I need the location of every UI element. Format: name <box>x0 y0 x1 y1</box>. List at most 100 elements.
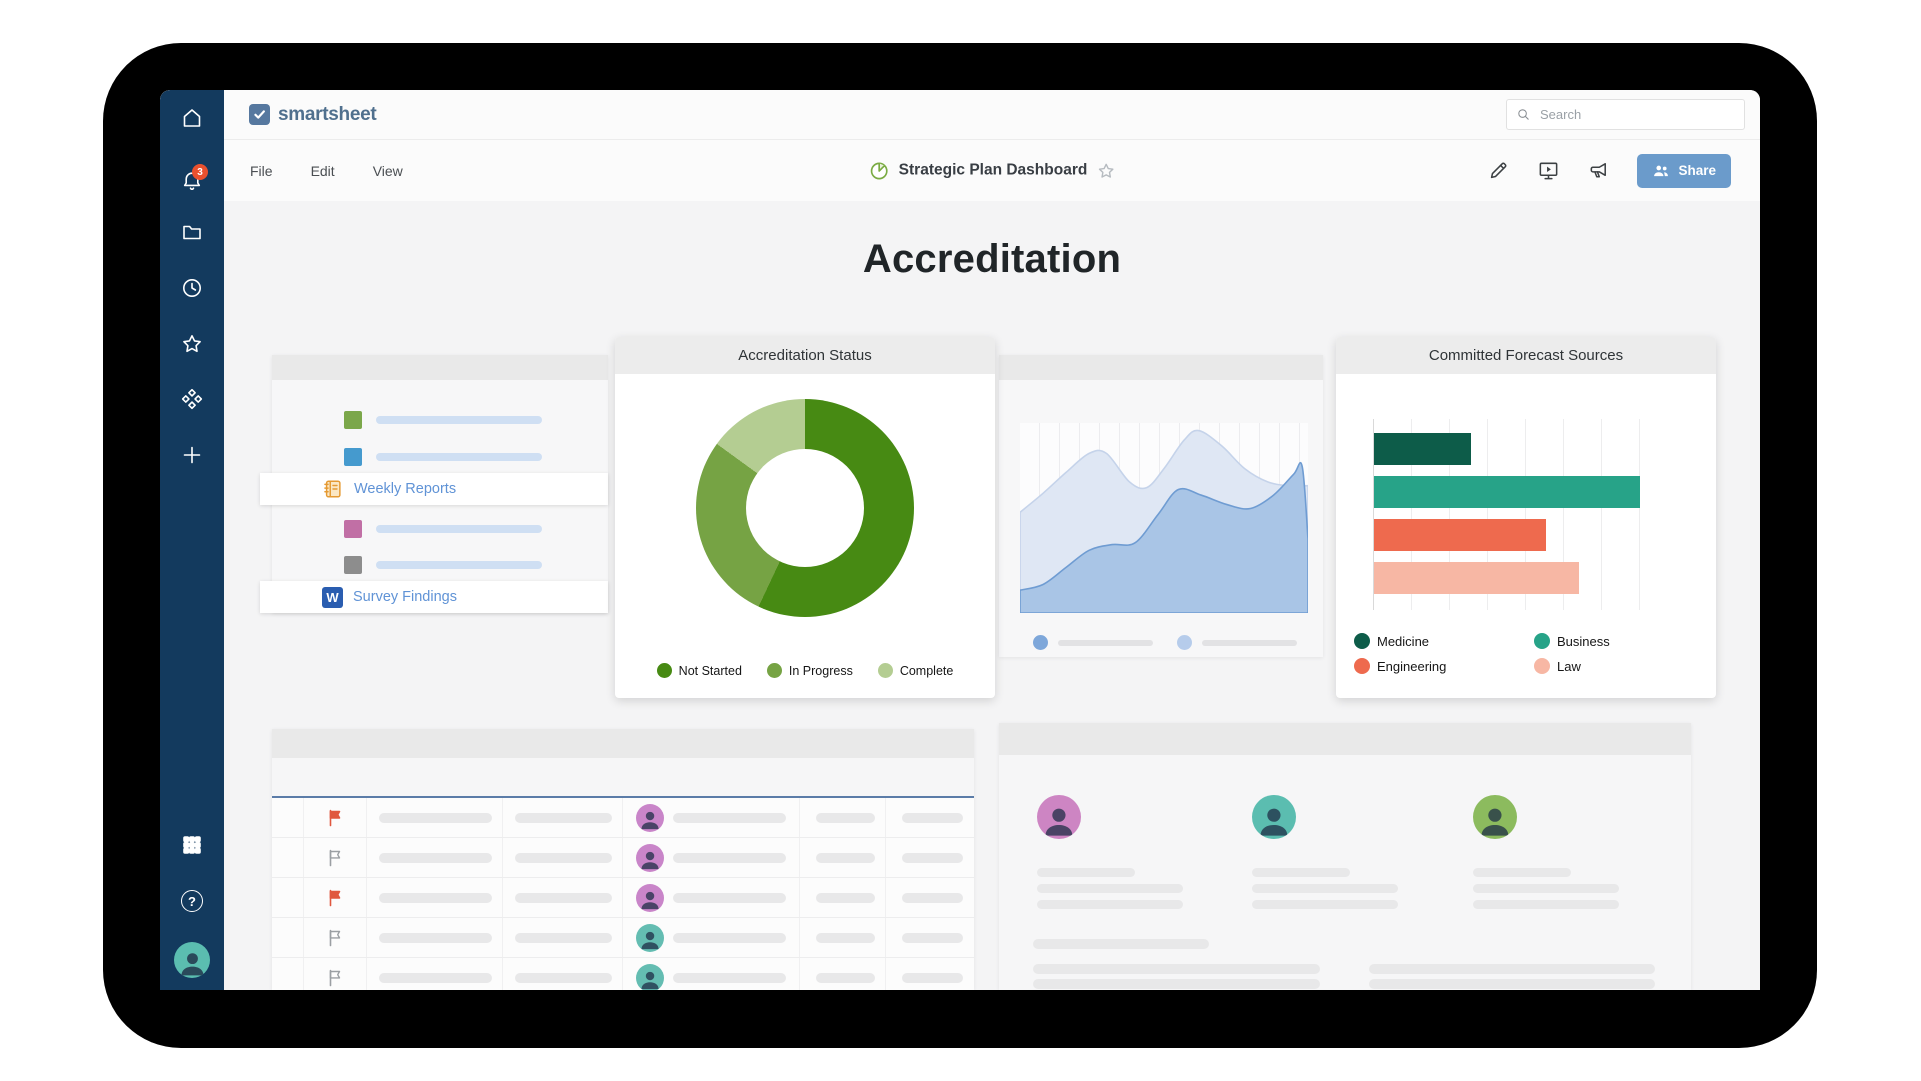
shortcut-survey-findings[interactable]: W Survey Findings <box>260 581 608 613</box>
skeleton-line <box>673 812 786 823</box>
recents-clock-icon[interactable] <box>180 276 204 300</box>
flag-cell <box>304 878 367 917</box>
skeleton-line <box>376 561 542 569</box>
table-cell <box>367 958 503 990</box>
share-button[interactable]: Share <box>1637 153 1731 188</box>
color-swatch <box>344 411 362 429</box>
skeleton-line <box>376 525 542 533</box>
bar-chart <box>1373 419 1676 610</box>
top-bar: smartsheet <box>224 90 1760 140</box>
menu-view[interactable]: View <box>372 162 403 179</box>
smartsheet-logo[interactable]: smartsheet <box>249 104 377 126</box>
skeleton-line <box>515 812 612 823</box>
table-cell <box>886 838 974 877</box>
team-profiles-widget <box>999 723 1691 990</box>
flag-icon[interactable] <box>327 889 343 907</box>
edit-pencil-icon[interactable] <box>1487 159 1510 182</box>
table-cell <box>886 798 974 837</box>
announce-megaphone-icon[interactable] <box>1587 159 1610 182</box>
profile-avatar <box>1252 795 1296 839</box>
favorites-star-icon[interactable] <box>180 332 204 356</box>
flag-cell <box>304 918 367 957</box>
word-doc-icon: W <box>322 586 343 608</box>
legend-label-skeleton <box>1058 639 1153 646</box>
legend-dot <box>1033 635 1048 650</box>
bar-business <box>1374 476 1640 508</box>
legend-label: Business <box>1557 633 1610 649</box>
present-monitor-icon[interactable] <box>1537 159 1560 182</box>
table-row[interactable] <box>272 958 974 990</box>
flag-icon[interactable] <box>327 849 343 867</box>
sheet-table-widget <box>272 729 974 990</box>
shortcut-weekly-reports[interactable]: Weekly Reports <box>260 473 608 505</box>
flag-icon[interactable] <box>327 929 343 947</box>
table-cell <box>503 958 623 990</box>
toolbar-actions: Share <box>1487 153 1760 188</box>
skeleton-line <box>1037 900 1183 909</box>
dashboard-pie-icon <box>870 162 888 179</box>
legend-label: Medicine <box>1377 633 1430 649</box>
app-launcher-grid-icon[interactable] <box>180 833 204 857</box>
menu-edit[interactable]: Edit <box>310 162 335 179</box>
table-row[interactable] <box>272 798 974 838</box>
notification-count-badge: 3 <box>192 164 208 180</box>
skeleton-line <box>1473 884 1619 893</box>
legend-dot <box>1177 635 1192 650</box>
color-swatch <box>344 556 362 574</box>
legend-dot <box>1534 658 1550 674</box>
table-cell <box>367 798 503 837</box>
skeleton-line <box>673 852 786 863</box>
bar-chart-bars <box>1374 433 1676 605</box>
search-box[interactable] <box>1506 99 1745 130</box>
shortcut-label: Weekly Reports <box>354 481 457 497</box>
flag-icon[interactable] <box>327 809 343 827</box>
table-cell <box>800 878 886 917</box>
assignee-avatar <box>636 803 664 832</box>
skeleton-line <box>1037 868 1135 877</box>
table-row[interactable] <box>272 878 974 918</box>
card-title: Accreditation Status <box>615 337 995 374</box>
favorite-star-icon[interactable] <box>1096 161 1115 180</box>
assignee-cell <box>623 798 800 837</box>
flag-icon[interactable] <box>327 969 343 987</box>
help-icon[interactable]: ? <box>181 890 203 912</box>
skeleton-line <box>1473 868 1571 877</box>
table-cell <box>800 958 886 990</box>
search-input[interactable] <box>1538 106 1735 123</box>
table-cell <box>886 878 974 917</box>
people-icon <box>1654 165 1669 176</box>
home-icon[interactable] <box>180 106 204 130</box>
legend-dot <box>1534 633 1550 649</box>
legend-item: Law <box>1534 658 1694 674</box>
row-number-cell <box>272 838 304 877</box>
folder-icon[interactable] <box>180 220 204 244</box>
skeleton-line <box>1252 900 1398 909</box>
profile-card <box>1037 795 1237 909</box>
menu-file[interactable]: File <box>250 162 273 179</box>
legend-dot <box>1354 658 1370 674</box>
skeleton-line <box>902 812 963 823</box>
legend-item: Business <box>1534 633 1694 649</box>
bar-medicine <box>1374 433 1471 465</box>
user-avatar[interactable] <box>174 942 210 978</box>
table-row[interactable] <box>272 918 974 958</box>
skeleton-line <box>379 932 492 943</box>
legend-item <box>1033 635 1153 650</box>
skeleton-line <box>816 972 875 983</box>
committed-forecast-card: Committed Forecast Sources Medicine Busin… <box>1336 337 1716 698</box>
skeleton-line <box>379 812 492 823</box>
table-cell <box>886 958 974 990</box>
menu-items: File Edit View <box>224 163 403 179</box>
legend-label: In Progress <box>788 663 853 678</box>
skeleton-line <box>1369 964 1655 974</box>
table-cell <box>886 918 974 957</box>
create-plus-icon[interactable] <box>180 443 204 467</box>
table-row[interactable] <box>272 838 974 878</box>
legend-item: Complete <box>877 663 953 678</box>
skeleton-line <box>816 852 875 863</box>
notebook-icon <box>324 480 341 498</box>
table-cell <box>503 878 623 917</box>
browse-shapes-icon[interactable] <box>180 387 204 411</box>
skeleton-line <box>673 892 786 903</box>
legend-label: Engineering <box>1377 658 1447 674</box>
